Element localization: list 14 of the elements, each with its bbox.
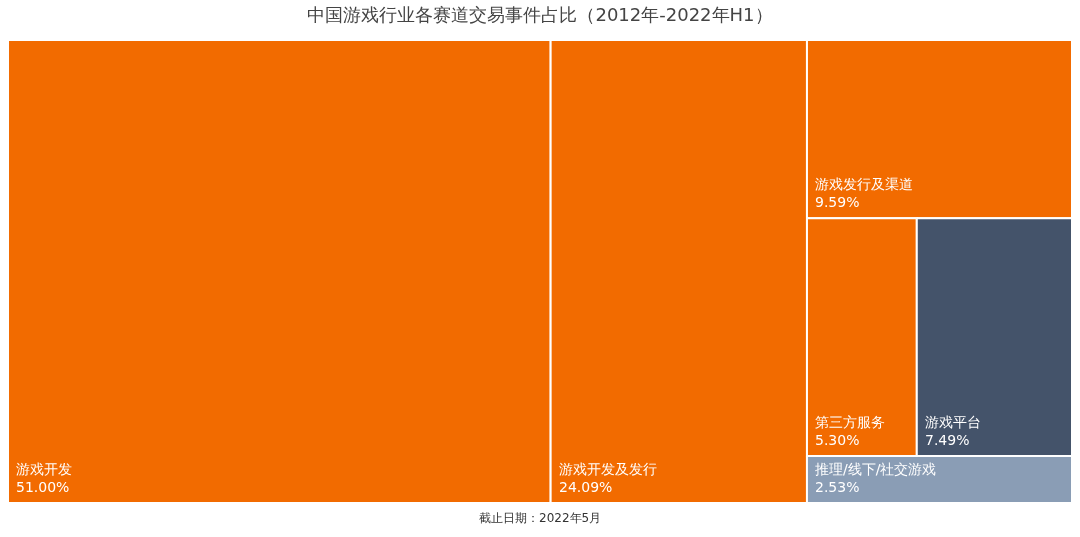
data-label: 24.09%: [559, 479, 613, 496]
text: 中国游戏行业各赛道交易事件占比（2012年-2022年H1）: [307, 3, 773, 25]
category-label: 游戏开发及发行: [559, 461, 657, 477]
category-label: 游戏开发: [16, 461, 72, 477]
category-label: 第三方服务: [815, 414, 885, 430]
data-label: 2.53%: [815, 479, 860, 496]
data-label: 7.49%: [925, 432, 970, 449]
text: 截止日期：2022年5月: [479, 511, 602, 525]
category-label: 推理/线下/社交游戏: [815, 461, 937, 477]
data-label: 51.00%: [16, 479, 70, 496]
data-label: 9.59%: [815, 194, 860, 211]
category-label: 游戏发行及渠道: [815, 176, 913, 192]
category-label: 游戏平台: [925, 414, 981, 430]
data-label: 5.30%: [815, 432, 860, 449]
